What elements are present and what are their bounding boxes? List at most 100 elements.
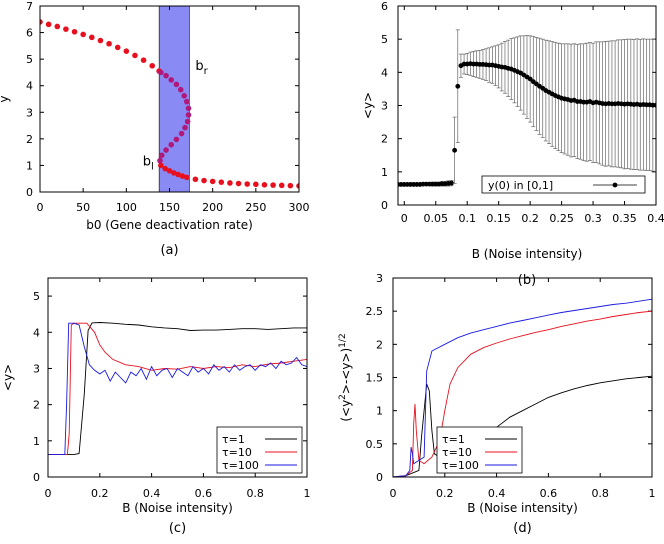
- legend-entry-label: τ=1: [222, 433, 245, 446]
- y-tick-label: 4: [26, 80, 33, 93]
- data-point: [106, 40, 112, 47]
- data-point: [168, 141, 175, 148]
- data-point: [183, 98, 190, 105]
- data-point: [182, 124, 188, 131]
- data-point: [63, 26, 69, 32]
- series-group-b: [398, 29, 656, 187]
- data-point: [181, 93, 187, 99]
- panel-caption: (c): [169, 521, 186, 536]
- y-axis-label: <y>: [1, 364, 15, 391]
- y-axis-label: y: [0, 95, 11, 102]
- x-tick-label: 150: [159, 201, 180, 214]
- y-tick-label: 0: [33, 471, 40, 484]
- y-tick-label: 1: [33, 435, 40, 448]
- y-axis-label: (<y2>-<y>)1/2: [338, 333, 353, 421]
- x-axis-label: B (Noise intensity): [472, 247, 583, 261]
- y-tick-label: 2.5: [366, 305, 384, 318]
- x-tick-label: 0.4: [143, 487, 161, 500]
- series-line-0: [48, 322, 307, 456]
- x-tick-label: 100: [116, 201, 137, 214]
- data-point: [97, 37, 104, 44]
- panel-caption: (d): [513, 521, 531, 536]
- x-tick-label: 0: [45, 487, 52, 500]
- series-line-1: [393, 310, 652, 477]
- legend-entry-label: τ=100: [222, 459, 259, 472]
- data-point: [452, 147, 458, 153]
- x-tick-label: 0.25: [549, 212, 574, 225]
- y-tick-label: 5: [26, 53, 33, 66]
- x-tick-label: 0.1: [458, 212, 476, 225]
- data-point: [227, 180, 233, 186]
- x-tick-label: 0: [37, 201, 44, 214]
- y-tick-label: 1: [26, 159, 33, 172]
- data-point: [71, 28, 78, 35]
- legend-b: y(0) in [0,1]: [481, 175, 646, 194]
- chart-panel-d: 0 0.2 0.4 0.6 0.8 1 0 0.5 1 1.5 2 2.5 3 B (Noise inte…: [338, 272, 656, 536]
- panel-caption: (b): [518, 273, 536, 288]
- chart-panel-a: 0 50 100 150 200 250 300 0 1 2 3 4 5 6 7 br bl b0 (Gene d…: [0, 0, 310, 258]
- x-axis-label: B (Noise intensity): [467, 501, 578, 515]
- legend-entry-label: τ=10: [222, 446, 252, 459]
- y-tick-label: 3: [381, 100, 388, 113]
- plot-frame-c: [47, 277, 308, 478]
- x-tick-label: 0.4: [488, 487, 506, 500]
- data-point: [296, 183, 299, 189]
- plot-frame-b: [397, 5, 657, 206]
- y-tick-label: 0: [376, 471, 383, 484]
- data-point: [177, 86, 184, 93]
- x-axis-label: B (Noise intensity): [122, 501, 233, 515]
- data-point: [114, 44, 121, 51]
- bistability-band: [158, 5, 190, 193]
- x-tick-label: 50: [76, 201, 90, 214]
- data-point: [149, 62, 156, 69]
- x-tick-label: 200: [202, 201, 223, 214]
- data-point: [653, 102, 656, 108]
- legend-c: τ=1τ=10τ=100: [216, 426, 303, 474]
- plot-frame-d: [392, 277, 653, 478]
- y-tick-label: 2: [381, 133, 388, 146]
- y-axis-label: <y>: [361, 92, 375, 119]
- data-point: [45, 21, 52, 28]
- data-point: [163, 72, 169, 79]
- legend-swatch-marker: [612, 182, 618, 188]
- data-point: [287, 182, 294, 189]
- x-tick-label: 250: [245, 201, 266, 214]
- series-line-2: [393, 298, 652, 477]
- legend-d: τ=1τ=10τ=100: [436, 426, 523, 474]
- y-tick-label: 5: [381, 33, 388, 46]
- legend-entry-label: τ=100: [442, 459, 479, 472]
- data-point: [184, 118, 191, 125]
- x-tick-label: 0.6: [195, 487, 213, 500]
- data-point: [527, 76, 533, 82]
- series-line-0: [393, 375, 652, 477]
- data-point: [132, 52, 138, 59]
- data-point: [175, 171, 181, 178]
- x-tick-label: 0.15: [486, 212, 511, 225]
- data-point: [158, 69, 164, 76]
- x-tick-label: 300: [289, 201, 310, 214]
- chart-panel-b: 0 0.05 0.1 0.15 0.2 0.25 0.3 0.35 0.4 0 1 2 3 4 5 6 B (N…: [361, 0, 664, 288]
- data-point: [173, 81, 180, 88]
- y-tick-label: 6: [381, 0, 388, 13]
- x-tick-label: 0.2: [91, 487, 109, 500]
- series-group-a: [40, 19, 299, 189]
- data-point: [168, 77, 175, 83]
- data-point: [140, 57, 147, 64]
- y-tick-label: 6: [26, 27, 33, 40]
- y-tick-label: 2: [376, 338, 383, 351]
- data-point: [201, 177, 207, 184]
- data-point: [80, 31, 86, 38]
- y-tick-label: 1.5: [366, 372, 384, 385]
- ticks-c: 0 0.2 0.4 0.6 0.8 1 0 1 2 3 4 5: [33, 278, 311, 500]
- y-tick-label: 0.5: [366, 438, 384, 451]
- annotation-label: br: [195, 59, 208, 77]
- data-point: [166, 167, 173, 174]
- chart-panel-c: 0 0.2 0.4 0.6 0.8 1 0 1 2 3 4 5 B (Noise intensity) <…: [1, 277, 311, 536]
- data-point: [235, 180, 242, 187]
- data-point: [40, 19, 43, 25]
- x-tick-label: 0.6: [540, 487, 558, 500]
- x-tick-label: 0: [390, 487, 397, 500]
- y-tick-label: 0: [26, 186, 33, 199]
- data-point: [171, 170, 177, 176]
